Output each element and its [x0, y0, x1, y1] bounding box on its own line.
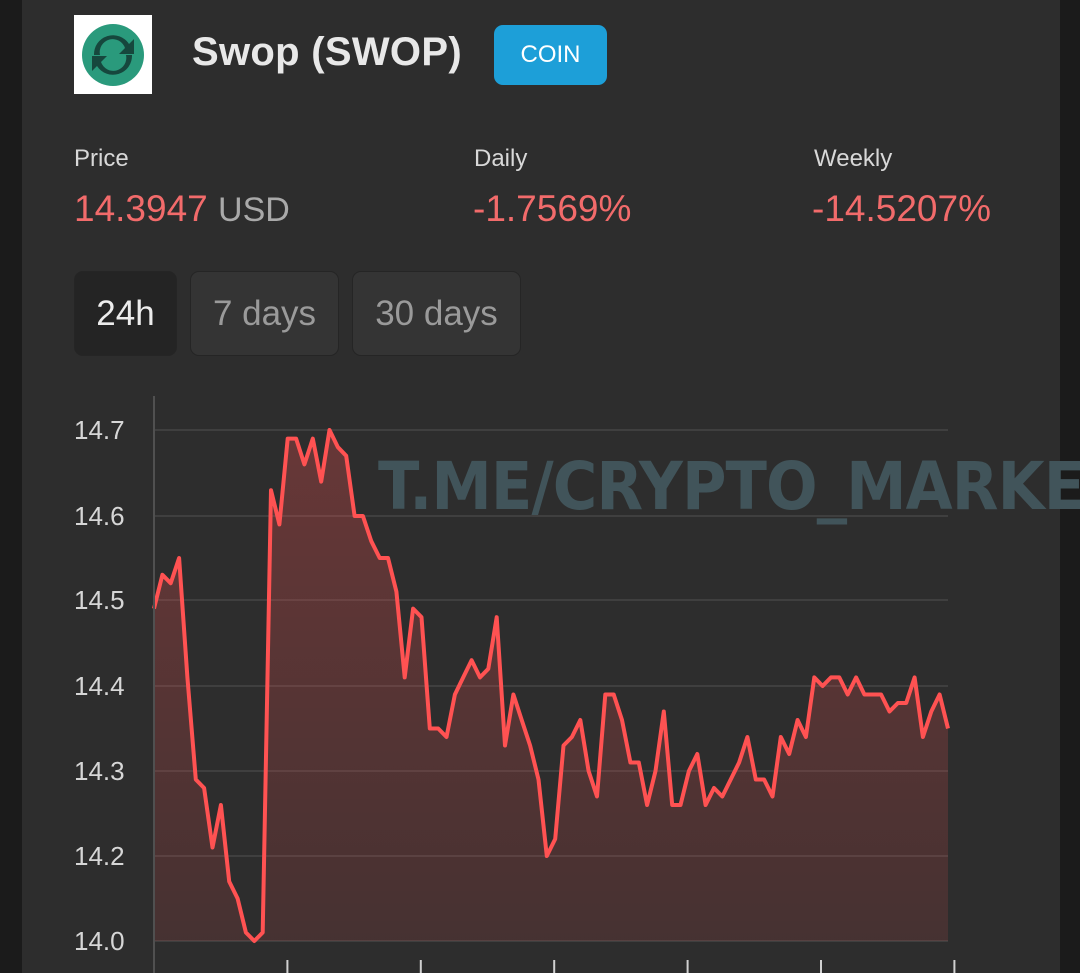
swop-circular-arrows-icon	[82, 23, 144, 86]
weekly-label: Weekly	[814, 145, 893, 172]
tab-30-days[interactable]: 30 days	[352, 271, 521, 356]
coin-type-badge: COIN	[494, 25, 607, 85]
y-tick-label: 14.7	[74, 415, 125, 445]
tab-24h[interactable]: 24h	[74, 271, 177, 356]
watermark-text: T.ME/CRYPTO_MARKET	[378, 448, 1080, 525]
weekly-change-value: -14.5207%	[812, 188, 991, 229]
y-tick-label: 14.4	[74, 671, 125, 701]
y-tick-label: 14.5	[74, 585, 125, 615]
price-label: Price	[74, 145, 129, 172]
daily-label: Daily	[474, 145, 528, 172]
tab-7-days[interactable]: 7 days	[190, 271, 339, 356]
coin-title: Swop (SWOP)	[192, 30, 462, 74]
price-unit: USD	[218, 191, 290, 229]
price-value-row: 14.3947 USD	[74, 188, 290, 230]
y-tick-label: 14.3	[74, 756, 125, 786]
coin-logo	[74, 15, 152, 94]
price-value: 14.3947	[74, 188, 208, 229]
y-tick-label: 14.2	[74, 841, 125, 871]
y-tick-label: 14.0	[74, 926, 125, 956]
price-area-fill	[154, 430, 948, 941]
y-tick-label: 14.6	[74, 501, 125, 531]
price-line	[152, 428, 950, 943]
daily-change-value: -1.7569%	[473, 188, 632, 229]
